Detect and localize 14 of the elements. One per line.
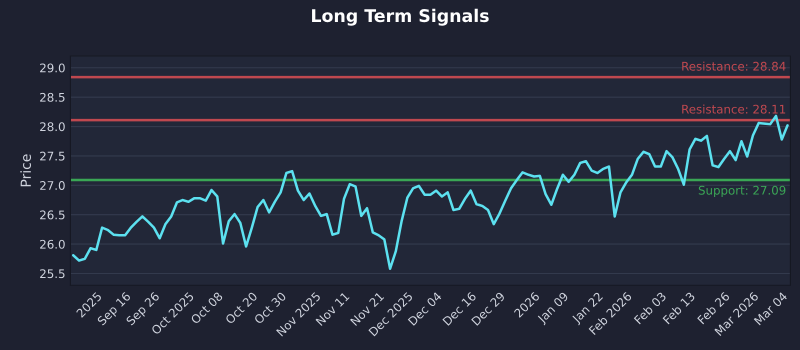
y-tick-label: 28.5 [40,92,65,102]
ref-line-label: Resistance: 28.84 [682,62,786,71]
ref-line-label: Support: 27.09 [698,186,786,198]
line-series [72,114,789,270]
y-tick-label: 28.0 [40,122,65,132]
y-tick-label: 26.5 [40,210,65,220]
y-tick-label: 26.0 [40,240,65,249]
y-tick-label: 27.5 [40,152,65,161]
chart-title: Long Term Signals [312,8,489,26]
y-tick-label: 29.0 [40,63,65,72]
y-tick-label: 27.0 [40,181,65,190]
y-axis-title: Price [20,154,32,186]
ref-line-label: Resistance: 28.11 [682,104,786,114]
y-tick-label: 25.5 [40,269,65,278]
